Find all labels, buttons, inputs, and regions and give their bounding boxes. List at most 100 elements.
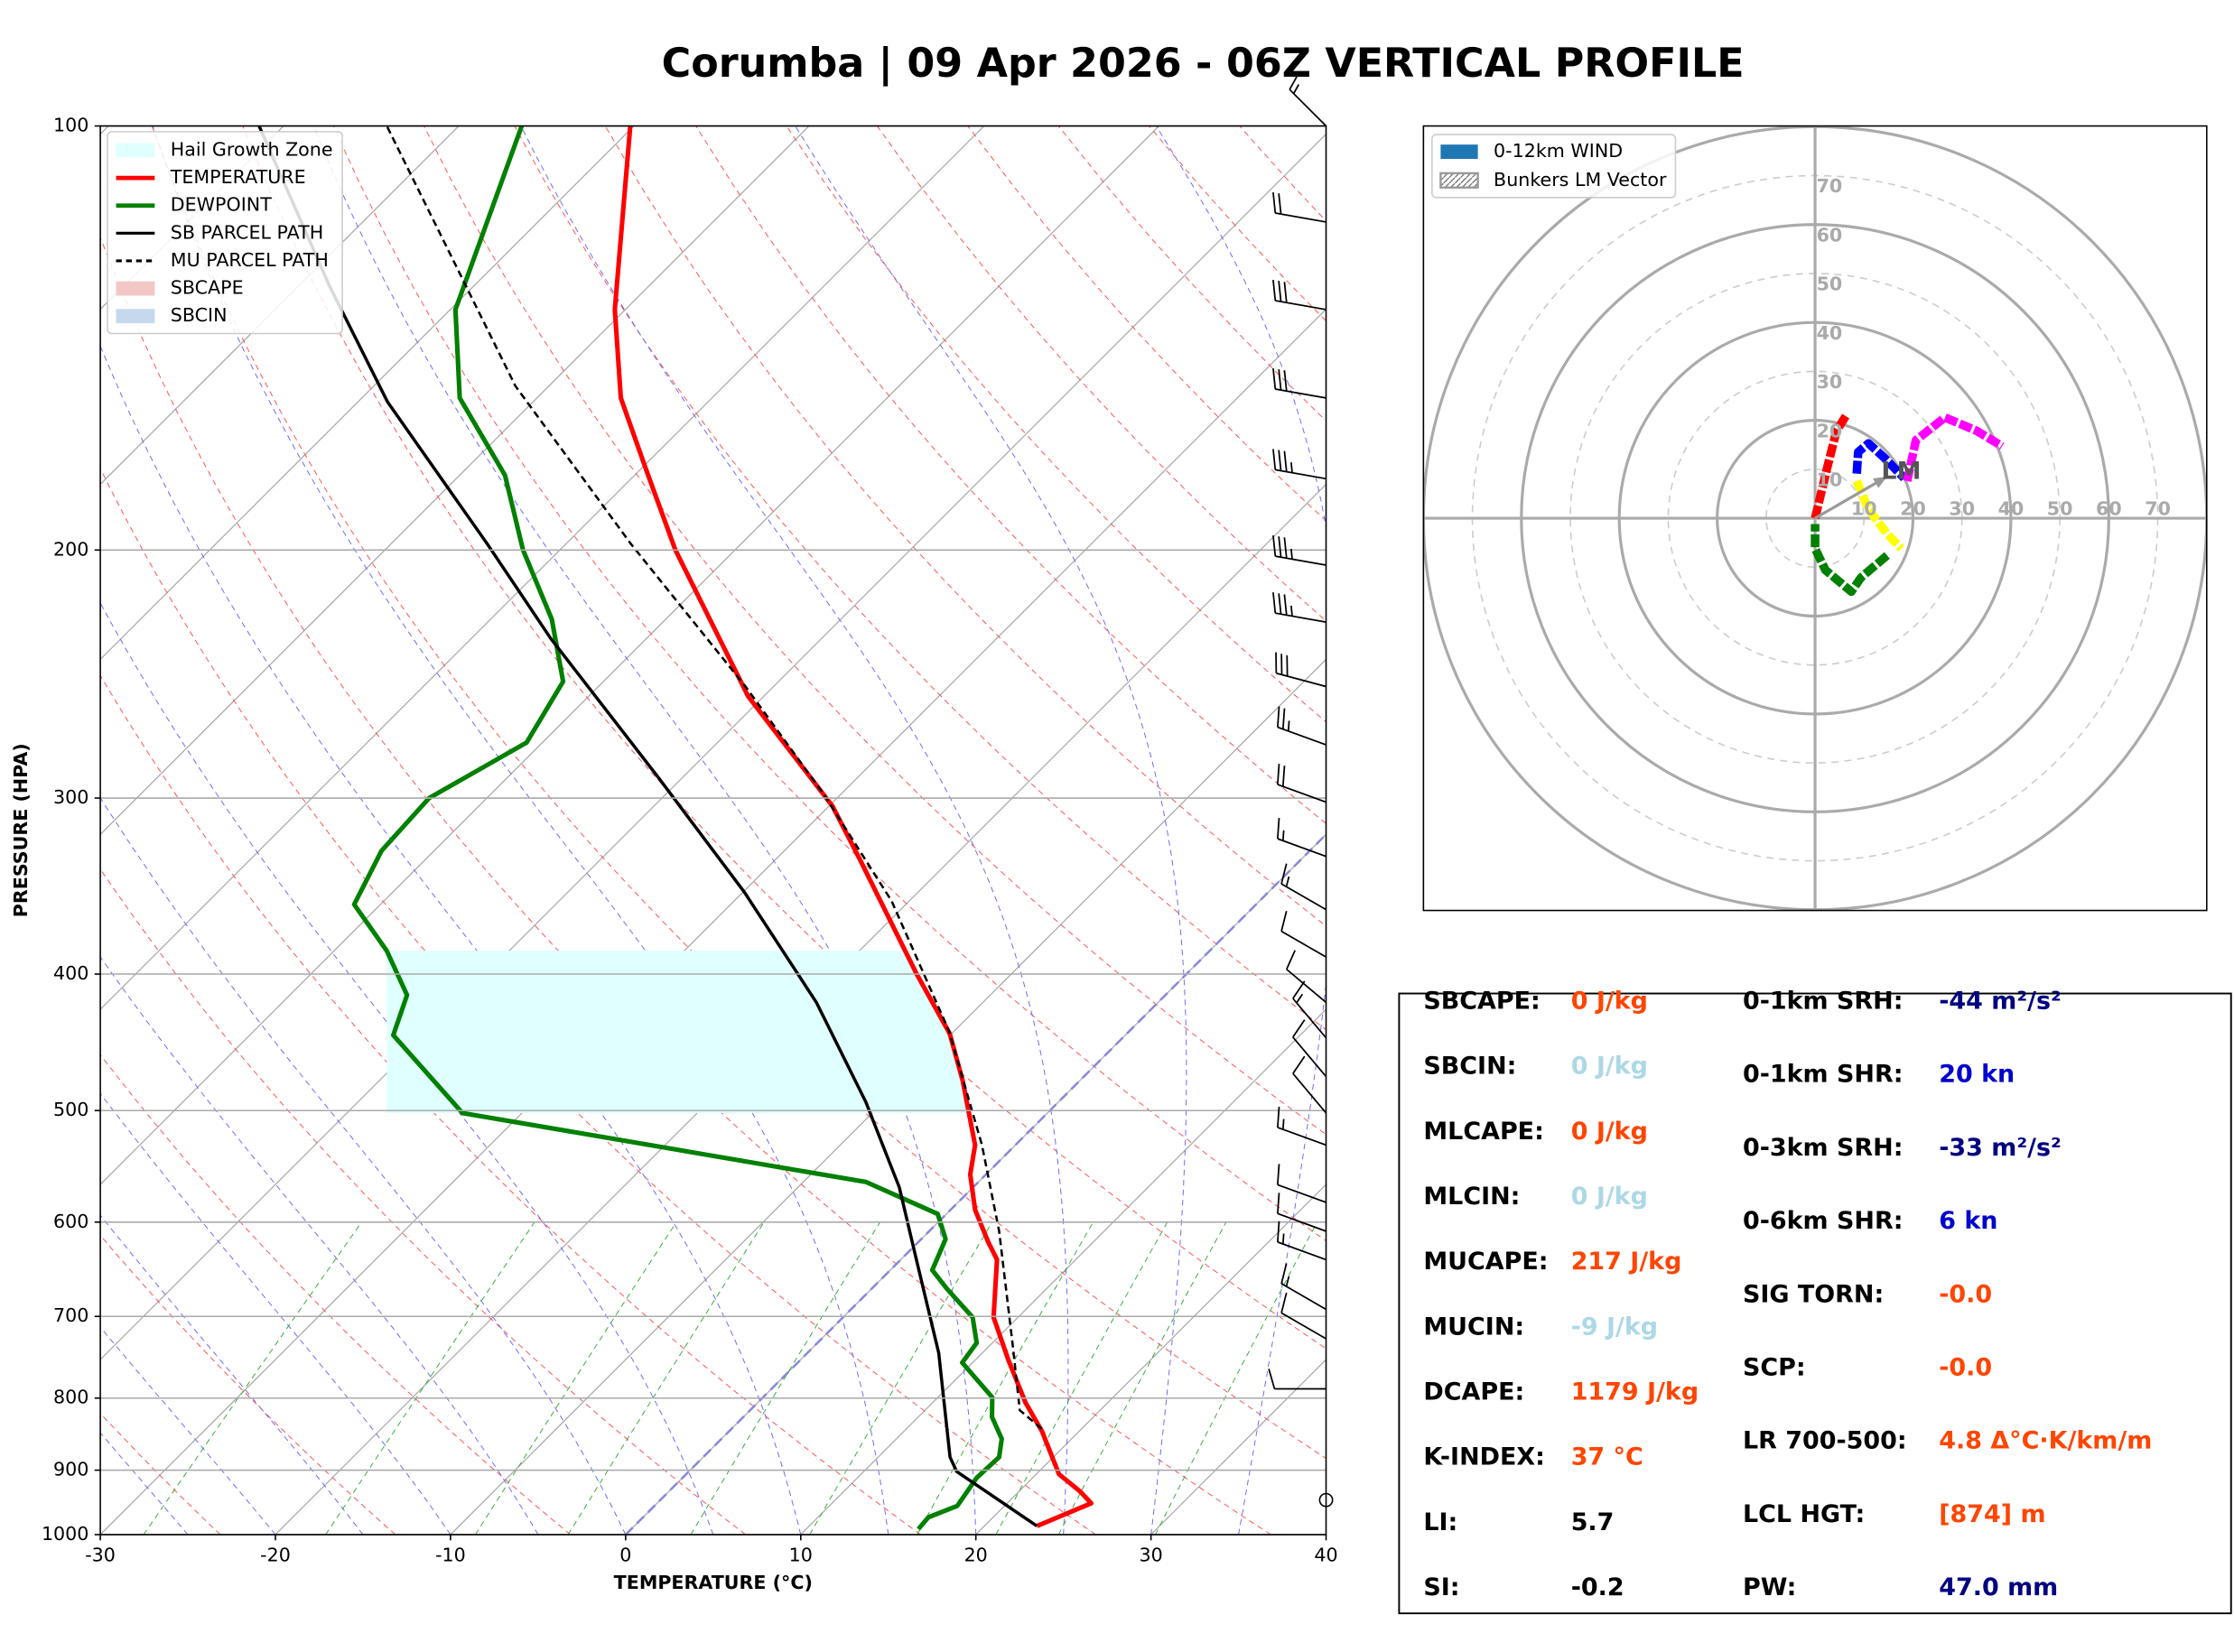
wind-barb xyxy=(1272,279,1326,311)
dry-adiabat xyxy=(100,237,1271,1535)
figure-title: Corumba | 09 Apr 2026 - 06Z VERTICAL PRO… xyxy=(662,41,1745,87)
legend-label: SB PARCEL PATH xyxy=(171,221,323,243)
stat-label: LCL HGT: xyxy=(1743,1500,1865,1528)
stat-value: 1179 J/kg xyxy=(1571,1378,1699,1406)
stats-box xyxy=(1398,992,2232,1615)
wind-barb xyxy=(1277,706,1326,746)
wind-barbs xyxy=(1268,70,1334,1508)
stat-value: 0 J/kg xyxy=(1571,1118,1648,1146)
hodo-legend: 0-12km WIND Bunkers LM Vector xyxy=(1431,134,1677,199)
hodo-segment xyxy=(1810,412,1851,520)
stat-label: MLCIN: xyxy=(1423,1183,1520,1211)
legend-label: SBCIN xyxy=(171,304,228,326)
y-tick-label: 500 xyxy=(53,1099,88,1120)
stat-label: PW: xyxy=(1743,1573,1796,1601)
mixing-ratio-line xyxy=(809,1221,993,1535)
stats-panel: SBCAPE: 0 J/kg SBCIN: 0 J/kg MLCAPE: 0 J/kg ML… xyxy=(1398,988,2232,1615)
moist-adiabat xyxy=(100,601,714,1535)
hodo-x-tick-label: 10 xyxy=(1851,498,1877,520)
dry-adiabat xyxy=(604,125,1326,927)
mixing-ratio-line xyxy=(325,1221,535,1535)
y-tick-label: 200 xyxy=(53,538,88,560)
stat-value: 4.8 Δ°C·K/km/m xyxy=(1939,1427,2152,1455)
wind-barb xyxy=(1272,191,1326,223)
isotherm xyxy=(100,125,985,1011)
stat-label: SI: xyxy=(1423,1573,1459,1601)
moist-adiabat xyxy=(100,345,802,1535)
stat-label: DCAPE: xyxy=(1423,1378,1524,1406)
isotherm xyxy=(100,125,635,661)
stat-value: -9 J/kg xyxy=(1571,1313,1658,1341)
profile-line xyxy=(386,125,1043,1430)
mixing-ratio-line xyxy=(995,1221,1168,1535)
legend-patch xyxy=(116,143,155,158)
hodo-y-tick-label: 50 xyxy=(1817,274,1843,295)
wind-barb xyxy=(1280,1263,1326,1311)
isotherm xyxy=(275,483,1326,1535)
x-axis-label: TEMPERATURE (°C) xyxy=(614,1572,813,1593)
stat-value: 20 kn xyxy=(1939,1061,2015,1089)
hail-growth-zone xyxy=(386,951,969,1113)
x-tick-label: 10 xyxy=(789,1545,813,1566)
stat-label: 0-1km SRH: xyxy=(1743,988,1903,1016)
stat-value: 217 J/kg xyxy=(1571,1248,1682,1276)
x-tick-label: 20 xyxy=(964,1545,988,1566)
stat-value: -0.2 xyxy=(1571,1573,1624,1601)
mixing-ratio-line xyxy=(1155,1221,1317,1535)
moist-adiabat xyxy=(152,125,889,1535)
moist-adiabat xyxy=(1155,125,1326,1535)
moist-adiabat xyxy=(795,125,1187,1535)
hodo-y-tick-label: 70 xyxy=(1817,175,1843,197)
dry-adiabat xyxy=(242,125,1326,1350)
legend-label: SBCAPE xyxy=(171,277,244,299)
x-tick-label: 30 xyxy=(1139,1545,1162,1566)
hodo-x-tick-label: 60 xyxy=(2096,498,2122,520)
stat-value: 5.7 xyxy=(1571,1508,1615,1536)
profile-line xyxy=(257,125,1038,1527)
stat-value: 6 kn xyxy=(1939,1207,1997,1235)
wind-barb xyxy=(1275,652,1326,688)
isotherm xyxy=(100,308,1326,1535)
wind-barb xyxy=(1272,449,1326,480)
hodo-x-tick-label: 70 xyxy=(2145,498,2171,520)
stat-label: SCP: xyxy=(1743,1354,1806,1382)
wind-barb xyxy=(1277,1164,1326,1203)
stat-value: -0.0 xyxy=(1939,1280,1992,1308)
stat-value: -44 m²/s² xyxy=(1939,988,2062,1016)
x-tick-label: -20 xyxy=(260,1545,291,1566)
isotherm xyxy=(100,133,1326,1360)
hodo-x-tick-label: 20 xyxy=(1900,498,1926,520)
lm-label: LM xyxy=(1881,458,1921,486)
moist-adiabat xyxy=(100,1432,189,1535)
moist-adiabat xyxy=(100,796,627,1535)
isotherm xyxy=(100,125,1160,1185)
hodo-segment xyxy=(1852,479,1904,552)
stat-label: MUCAPE: xyxy=(1423,1248,1548,1276)
wind-barb xyxy=(1277,1193,1326,1232)
moist-adiabat xyxy=(520,125,1069,1535)
hodograph-panel: 10 10 20 20 30 30 40 40 50 50 60 60 70 70 LM 0-12km WIN… xyxy=(1422,125,2208,912)
mixing-ratio-line xyxy=(475,1221,677,1535)
hodo-x-tick-label: 30 xyxy=(1949,498,1975,520)
hodo-x-tick-label: 40 xyxy=(1998,498,2025,520)
wind-barb xyxy=(1292,980,1327,1039)
moist-adiabat xyxy=(100,1326,276,1535)
hodo-y-tick-label: 30 xyxy=(1817,371,1843,393)
lm-arrowhead xyxy=(1873,476,1887,488)
hodo-segment xyxy=(1903,413,2005,482)
dry-adiabat xyxy=(514,125,1326,1031)
wind-barb xyxy=(1277,1220,1326,1261)
wind-barb xyxy=(1292,1019,1327,1078)
y-tick-label: 300 xyxy=(53,786,88,808)
stat-label: SIG TORN: xyxy=(1743,1280,1884,1308)
hodo-y-tick-label: 60 xyxy=(1817,224,1843,246)
y-tick-label: 1000 xyxy=(42,1523,88,1545)
legend-box xyxy=(1431,134,1677,199)
dry-adiabat xyxy=(151,125,1326,1460)
isotherm xyxy=(800,1008,1326,1535)
hodo-segment xyxy=(1852,439,1908,481)
y-axis-label: PRESSURE (HPA) xyxy=(10,743,32,917)
